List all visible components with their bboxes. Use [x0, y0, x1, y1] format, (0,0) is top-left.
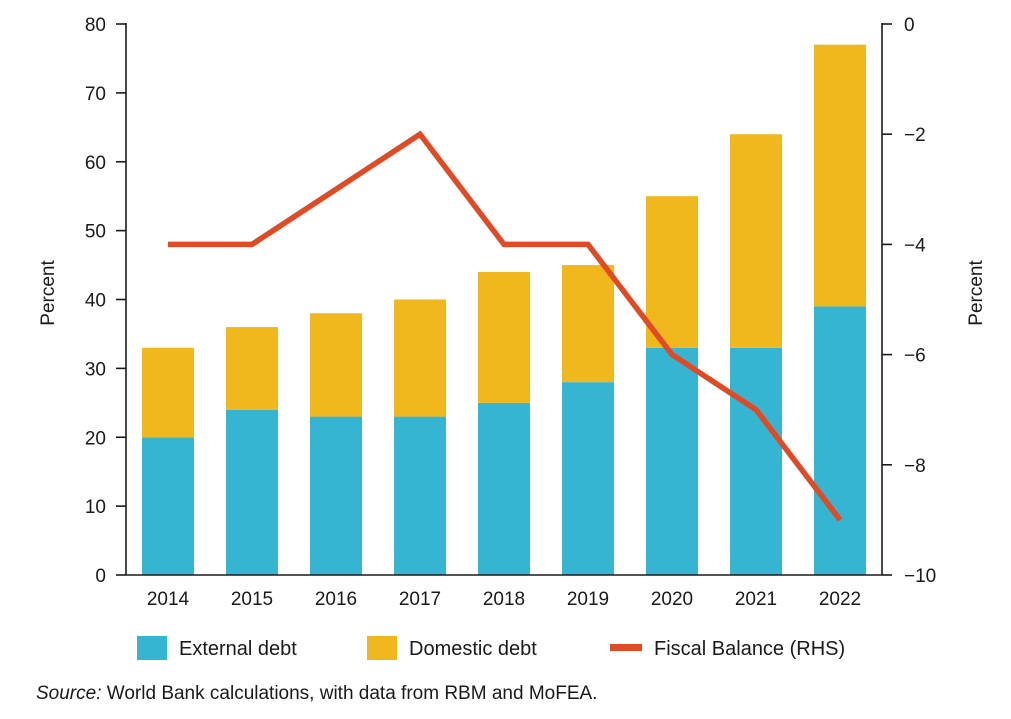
bar-domestic-debt-2018 [478, 271, 530, 403]
legend-label-external-debt: External debt [179, 638, 297, 660]
x-tick-label-2020: 2020 [651, 589, 693, 610]
legend: External debt Domestic debt Fiscal Balan… [137, 636, 845, 660]
legend-label-domestic-debt: Domestic debt [409, 638, 537, 660]
y-left-tick-label-20: 20 [85, 428, 106, 449]
bar-domestic-debt-2017 [394, 299, 446, 417]
source-label: Source: [36, 683, 102, 704]
y-right-tick-label-1: −2 [904, 125, 926, 146]
bar-domestic-debt-2015 [226, 327, 278, 410]
x-tick-label-2022: 2022 [819, 589, 861, 610]
y-right-tick-label-5: −10 [904, 566, 936, 587]
bar-domestic-debt-2016 [310, 313, 362, 417]
y-left-tick-label-30: 30 [85, 359, 106, 380]
line-layer [168, 130, 843, 522]
x-tick-label-2017: 2017 [399, 589, 441, 610]
x-tick-label-2018: 2018 [483, 589, 525, 610]
y-left-tick-label-0: 0 [95, 566, 106, 587]
y-left-tick-label-40: 40 [85, 291, 106, 312]
bar-domestic-debt-2020 [646, 196, 698, 348]
y-left-tick-label-50: 50 [85, 222, 106, 243]
x-tick-label-2015: 2015 [231, 589, 273, 610]
bar-domestic-debt-2022 [814, 44, 866, 307]
y-left-tick-label-80: 80 [85, 15, 106, 36]
bar-external-debt-2022 [814, 306, 866, 575]
bar-external-debt-2018 [478, 402, 530, 575]
bar-external-debt-2021 [730, 347, 782, 575]
y-left-tick-label-70: 70 [85, 84, 106, 105]
bar-domestic-debt-2019 [562, 265, 614, 383]
bar-external-debt-2014 [142, 437, 194, 575]
bar-external-debt-2017 [394, 416, 446, 575]
y-right-tick-label-0: 0 [904, 15, 915, 36]
source-text: World Bank calculations, with data from … [101, 683, 598, 704]
x-tick-label-2021: 2021 [735, 589, 777, 610]
legend-label-fiscal-balance: Fiscal Balance (RHS) [654, 638, 845, 660]
x-tick-label-2016: 2016 [315, 589, 357, 610]
bar-domestic-debt-2014 [142, 347, 194, 438]
bar-domestic-debt-2021 [730, 134, 782, 348]
bar-external-debt-2016 [310, 416, 362, 575]
axes-layer: 0 10 20 30 40 50 60 70 80 0 −2 −4 −6 −8 −10 2014 2015 201… [85, 15, 936, 610]
y-right-tick-label-3: −6 [904, 346, 926, 367]
bar-external-debt-2020 [646, 347, 698, 575]
y-left-tick-label-60: 60 [85, 153, 106, 174]
bar-external-debt-2019 [562, 382, 614, 575]
bars-layer [142, 44, 866, 575]
legend-swatch-fiscal-balance [610, 644, 642, 651]
y-axis-title-right: Percent [966, 260, 987, 326]
legend-swatch-external-debt [137, 636, 167, 660]
y-right-tick-label-2: −4 [904, 235, 926, 256]
bar-external-debt-2015 [226, 409, 278, 575]
line-fiscal-balance-rhs [168, 130, 843, 522]
x-tick-label-2019: 2019 [567, 589, 609, 610]
y-right-tick-label-4: −8 [904, 456, 926, 477]
chart: 0 10 20 30 40 50 60 70 80 0 −2 −4 −6 −8 −10 2014 2015 201… [38, 15, 987, 660]
y-axis-title-left: Percent [38, 260, 59, 326]
legend-swatch-domestic-debt [367, 636, 397, 660]
y-left-tick-label-10: 10 [85, 497, 106, 518]
x-tick-label-2014: 2014 [147, 589, 190, 610]
source-note: Source: World Bank calculations, with da… [36, 683, 597, 705]
